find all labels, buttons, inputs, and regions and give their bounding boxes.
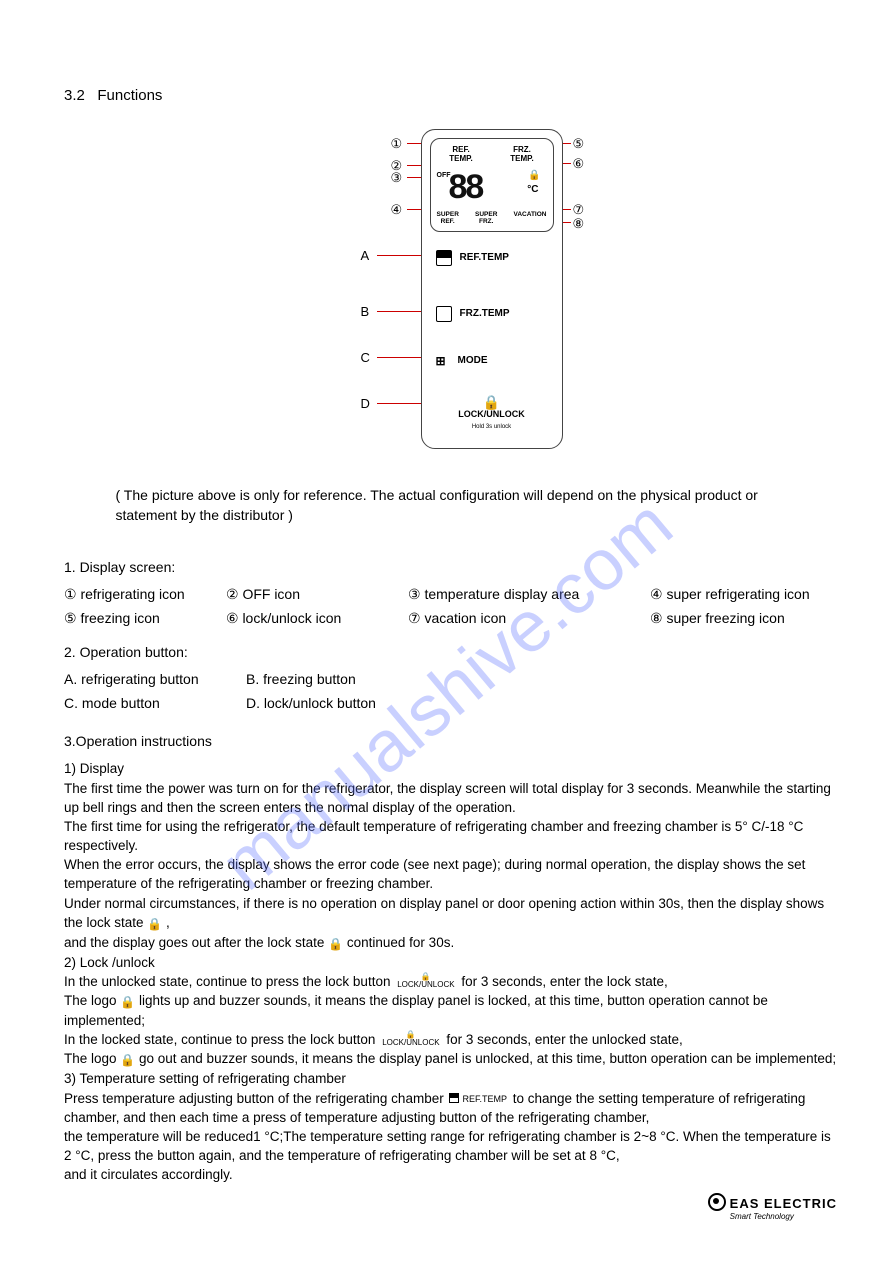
control-panel-diagram: ① ② ③ ④ ⑤ ⑥ ⑦ ⑧ A B C D xyxy=(64,125,837,455)
legend-item: A. refrigerating button xyxy=(64,669,234,689)
legend-item: ⑧ super freezing icon xyxy=(650,608,837,628)
instr-text: The first time the power was turn on for… xyxy=(64,779,837,817)
instr-text: Under normal circumstances, if there is … xyxy=(64,894,837,933)
lock-icon: 🔒 xyxy=(147,916,162,933)
frz-temp-label: FRZ.TEMP. xyxy=(502,145,542,163)
instr-text: In the locked state, continue to press t… xyxy=(64,1030,837,1049)
instructions-body: 1) Display The first time the power was … xyxy=(64,759,837,1184)
lock-icon: 🔒 xyxy=(120,1052,135,1069)
lock-icon: 🔒 xyxy=(422,396,562,408)
section-heading: 3.2 Functions xyxy=(64,85,837,107)
mode-button-label: MODE xyxy=(458,354,488,369)
lock-unlock-button[interactable]: 🔒 LOCK/UNLOCK Hold 3s unlock xyxy=(422,396,562,432)
instr-text: Press temperature adjusting button of th… xyxy=(64,1089,837,1127)
legend-display: 1. Display screen: ① refrigerating icon … xyxy=(64,557,837,628)
callout-b: B xyxy=(361,303,370,322)
ref-temp-button[interactable]: REF.TEMP xyxy=(436,250,548,266)
legend-item: B. freezing button xyxy=(246,669,837,689)
ref-temp-icon xyxy=(436,250,452,266)
instr-text: The logo 🔒 go out and buzzer sounds, it … xyxy=(64,1049,837,1069)
legend-buttons-title: 2. Operation button: xyxy=(64,642,837,662)
diagram-caption: ( The picture above is only for referenc… xyxy=(116,485,786,526)
frz-temp-button-label: FRZ.TEMP xyxy=(460,307,510,322)
mode-button[interactable]: ⊞ MODE xyxy=(436,354,548,369)
lock-unlock-icon: 🔒LOCK/UNLOCK xyxy=(397,973,454,989)
instr-text: and the display goes out after the lock … xyxy=(64,933,837,953)
callout-8: ⑧ xyxy=(573,215,585,234)
callout-d: D xyxy=(361,395,370,414)
callout-4: ④ xyxy=(391,201,403,220)
instr-text: and it circulates accordingly. xyxy=(64,1165,837,1184)
callout-5: ⑤ xyxy=(573,135,585,154)
legend-item: ② OFF icon xyxy=(226,584,396,604)
instr-text: The first time for using the refrigerato… xyxy=(64,817,837,855)
legend-item: ④ super refrigerating icon xyxy=(650,584,837,604)
lock-button-hint: Hold 3s unlock xyxy=(422,423,562,432)
display-screen: REF.TEMP. FRZ.TEMP. OFF 88 🔒 °C SUPERREF… xyxy=(430,138,554,232)
legend-item: D. lock/unlock button xyxy=(246,693,837,713)
legend-item: ⑤ freezing icon xyxy=(64,608,214,628)
lock-unlock-icon: 🔒LOCK/UNLOCK xyxy=(382,1031,439,1047)
callout-a: A xyxy=(361,247,370,266)
instr-text: the temperature will be reduced1 °C;The … xyxy=(64,1127,837,1165)
callout-6: ⑥ xyxy=(573,155,585,174)
lock-button-label: LOCK/UNLOCK xyxy=(458,409,525,419)
brand-tagline: Smart Technology xyxy=(730,1211,837,1223)
super-frz-label: SUPERFRZ. xyxy=(475,211,497,225)
instructions-title: 3.Operation instructions xyxy=(64,731,837,751)
frz-temp-button[interactable]: FRZ.TEMP xyxy=(436,306,548,322)
ref-temp-button-label: REF.TEMP xyxy=(460,251,509,266)
brand-footer: EAS ELECTRIC Smart Technology xyxy=(708,1193,837,1223)
control-panel: REF.TEMP. FRZ.TEMP. OFF 88 🔒 °C SUPERREF… xyxy=(421,129,563,449)
vacation-label: VACATION xyxy=(514,211,547,225)
legend-item: ⑦ vacation icon xyxy=(408,608,638,628)
ref-temp-inline-icon: REF.TEMP xyxy=(449,1093,507,1106)
deg-c-label: °C xyxy=(527,183,538,198)
brand-name: EAS ELECTRIC xyxy=(730,1196,837,1211)
manual-page: manualshive.com 3.2 Functions ① ② ③ ④ ⑤ … xyxy=(0,0,893,1263)
callout-c: C xyxy=(361,349,370,368)
section-number: 3.2 xyxy=(64,87,85,104)
mode-icon: ⊞ xyxy=(436,355,450,367)
super-ref-label: SUPERREF. xyxy=(437,211,459,225)
frz-temp-icon xyxy=(436,306,452,322)
lock-icon: 🔒 xyxy=(328,936,343,953)
legend-display-title: 1. Display screen: xyxy=(64,557,837,577)
segment-display: 88 xyxy=(449,163,483,212)
instr-s3-title: 3) Temperature setting of refrigerating … xyxy=(64,1069,837,1088)
ref-temp-label: REF.TEMP. xyxy=(441,145,481,163)
instr-s1-title: 1) Display xyxy=(64,759,837,778)
instr-text: The logo 🔒 lights up and buzzer sounds, … xyxy=(64,991,837,1030)
callout-3: ③ xyxy=(391,169,403,188)
lock-icon: 🔒 xyxy=(120,994,135,1011)
brand-logo-icon xyxy=(708,1193,726,1211)
lock-icon: 🔒 xyxy=(528,169,540,184)
instr-text: In the unlocked state, continue to press… xyxy=(64,972,837,991)
section-title: Functions xyxy=(97,87,162,104)
instr-text: When the error occurs, the display shows… xyxy=(64,855,837,893)
legend-buttons: 2. Operation button: A. refrigerating bu… xyxy=(64,642,837,713)
instr-s2-title: 2) Lock /unlock xyxy=(64,953,837,972)
legend-item: ⑥ lock/unlock icon xyxy=(226,608,396,628)
legend-item: C. mode button xyxy=(64,693,234,713)
legend-item: ① refrigerating icon xyxy=(64,584,214,604)
legend-item: ③ temperature display area xyxy=(408,584,638,604)
callout-1: ① xyxy=(391,135,403,154)
